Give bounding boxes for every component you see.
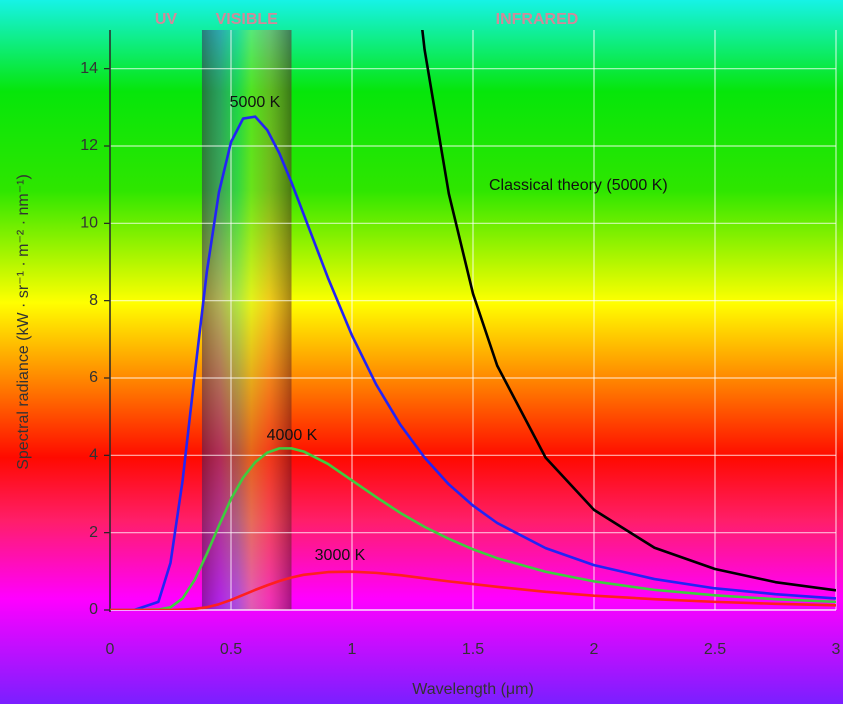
series-line [110, 447, 836, 610]
region-label: VISIBLE [216, 11, 279, 28]
series-label: 4000 K [267, 427, 318, 444]
text-layer: Wavelength (μm) Spectral radiance (kW · … [15, 11, 840, 698]
line-layer [110, 30, 836, 610]
x-tick-label: 1.5 [462, 641, 484, 658]
x-tick-label: 1 [348, 641, 357, 658]
region-label: UV [155, 11, 178, 28]
series-line [110, 570, 836, 610]
y-tick-label: 4 [89, 447, 98, 464]
series-line [421, 30, 836, 592]
region-label: INFRARED [496, 11, 579, 28]
y-tick-label: 14 [80, 60, 98, 77]
series-label: 5000 K [230, 94, 281, 111]
x-tick-label: 0 [106, 641, 115, 658]
grid-layer [104, 30, 837, 611]
band-layer [201, 30, 292, 610]
y-tick-label: 12 [80, 137, 98, 154]
x-tick-label: 0.5 [220, 641, 242, 658]
x-tick-label: 3 [832, 641, 841, 658]
series-label: 3000 K [315, 547, 366, 564]
y-tick-label: 2 [89, 524, 98, 541]
y-tick-label: 0 [89, 601, 98, 618]
x-axis-title: Wavelength (μm) [412, 681, 534, 698]
series-line [110, 115, 836, 610]
y-tick-label: 6 [89, 369, 98, 386]
series-label: Classical theory (5000 K) [489, 177, 668, 194]
y-axis-title: Spectral radiance (kW · sr⁻¹ · m⁻² · nm⁻… [15, 174, 32, 470]
x-tick-label: 2 [590, 641, 599, 658]
x-tick-label: 2.5 [704, 641, 726, 658]
visible-band [201, 30, 292, 610]
y-tick-label: 10 [80, 215, 98, 232]
y-tick-label: 8 [89, 292, 98, 309]
